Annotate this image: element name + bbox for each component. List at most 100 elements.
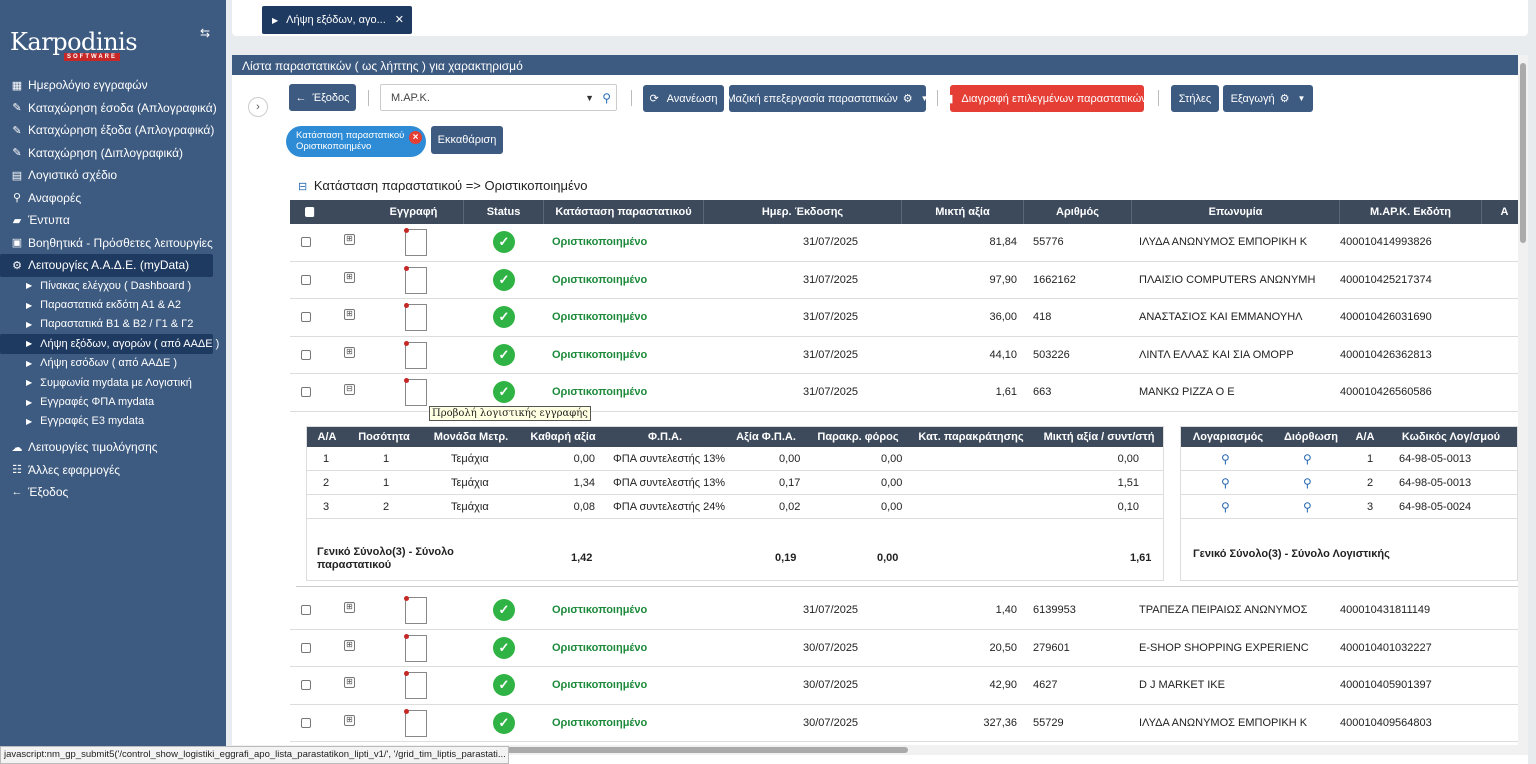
search-icon[interactable]: ⚲: [602, 91, 611, 105]
tab-bar: ▶ Λήψη εξόδων, αγο... ✕: [232, 0, 1528, 36]
lines-header-cell: Κατ. παρακράτησης: [918, 431, 1024, 443]
line-cell-vat_amt: 0,17: [779, 477, 801, 489]
delete-selected-button[interactable]: ▮ Διαγραφή επιλεγμένων παραστατικών: [947, 85, 1147, 112]
expand-row-icon[interactable]: ⊞: [344, 677, 355, 689]
group-title[interactable]: ⊟ Κατάσταση παραστατικού => Οριστικοποιη…: [298, 178, 588, 193]
status-ok-icon: ✓: [493, 599, 515, 621]
account-search-icon[interactable]: ⚲: [1221, 476, 1230, 490]
row-checkbox[interactable]: [301, 237, 311, 247]
expand-row-icon[interactable]: ⊞: [344, 602, 355, 613]
logo[interactable]: Karpodinis SOFTWARE: [10, 28, 138, 61]
sidebar-item-label: Άλλες εφαρμογές: [28, 462, 121, 477]
document-icon[interactable]: [404, 265, 427, 294]
account-search-icon[interactable]: ⚲: [1221, 500, 1230, 514]
arrow-left-icon: ←: [295, 91, 307, 104]
sidebar-subitem-6[interactable]: ▶ Εγγραφές ΦΠΑ mydata: [0, 392, 226, 411]
expand-row-icon[interactable]: ⊞: [344, 639, 355, 651]
collapse-icon[interactable]: ⇆: [200, 26, 211, 40]
sidebar-subitem-7[interactable]: ▶ Εγγραφές Ε3 mydata: [0, 412, 226, 431]
row-checkbox[interactable]: [301, 312, 311, 323]
document-icon[interactable]: [404, 596, 427, 624]
accounting-cell-code: 64-98-05-0013: [1399, 477, 1472, 489]
document-icon[interactable]: [404, 340, 427, 369]
row-checkbox[interactable]: [301, 717, 311, 728]
sidebar-subitem-2[interactable]: ▶ Παραστατικά Β1 & Β2 / Γ1 & Γ2: [0, 315, 226, 334]
export-button[interactable]: Εξαγωγή ⚙ ▼: [1223, 85, 1313, 112]
document-icon[interactable]: [404, 708, 427, 737]
correction-search-icon[interactable]: ⚲: [1303, 500, 1312, 514]
sidebar-subitem-1[interactable]: ▶ Παραστατικά εκδότη Α1 & Α2: [0, 295, 226, 314]
sidebar-item-2[interactable]: ✎ Καταχώρηση έξοδα (Απλογραφικά): [0, 119, 226, 142]
document-icon[interactable]: [404, 671, 427, 700]
dropdown-caret-icon[interactable]: ▼: [585, 93, 594, 103]
accounting-cell-aa: 3: [1367, 501, 1374, 513]
sidebar-item-1[interactable]: ✎ Καταχώρηση έσοδα (Απλογραφικά): [0, 97, 226, 120]
row-checkbox[interactable]: [301, 680, 311, 691]
document-icon[interactable]: [404, 303, 427, 332]
select-all-checkbox[interactable]: [305, 207, 315, 217]
row-checkbox[interactable]: [301, 605, 311, 615]
refresh-button[interactable]: ⟳ Ανανέωση: [643, 85, 724, 112]
bulk-edit-button[interactable]: Μαζική επεξεργασία παραστατικών ⚙ ▼: [726, 85, 929, 112]
apps-icon: ☷: [12, 464, 22, 477]
sidebar-item-4[interactable]: ▤ Λογιστικό σχέδιο: [0, 164, 226, 187]
cell-name: ΙΛΥΔΑ ΑΝΩΝΥΜΟΣ ΕΜΠΟΡΙΚΗ Κ: [1139, 236, 1308, 248]
remove-filter-icon[interactable]: ×: [409, 131, 422, 144]
line-cell-unit: Τεμάχια: [451, 501, 489, 513]
sidebar-item-label: Λογιστικό σχέδιο: [28, 168, 118, 183]
cell-name: ΙΛΥΔΑ ΑΝΩΝΥΜΟΣ ΕΜΠΟΡΙΚΗ Κ: [1139, 716, 1308, 729]
collapse-row-icon[interactable]: ⊟: [344, 384, 355, 396]
tab-expense-download[interactable]: ▶ Λήψη εξόδων, αγο... ✕: [262, 6, 412, 34]
table-row: ⊞ ✓ Οριστικοποιημένο 30/07/2025 20,50 279601 E…: [290, 629, 1528, 668]
sidebar-bottom-item-0[interactable]: ☁ Λειτουργίες τιμολόγησης: [0, 436, 226, 459]
grid-header-cell: Ημερ. Έκδοσης: [704, 200, 902, 224]
document-icon[interactable]: [404, 378, 427, 407]
row-checkbox[interactable]: [301, 274, 311, 285]
row-checkbox[interactable]: [301, 642, 311, 653]
tooltip: Προβολή λογιστικής εγγραφής: [429, 406, 591, 421]
cell-mark: 400010425217374: [1340, 273, 1432, 286]
search-field[interactable]: Μ.ΑΡ.Κ. ▼ ⚲: [380, 84, 617, 111]
grid-header-cell: Εγγραφή: [364, 200, 464, 224]
document-icon[interactable]: [404, 228, 427, 256]
sidebar-subitem-5[interactable]: ▶ Συμφωνία mydata με Λογιστική: [0, 373, 226, 392]
total-net: 1,42: [571, 552, 593, 564]
expand-row-icon[interactable]: ⊞: [344, 309, 355, 321]
vertical-scrollbar[interactable]: [1518, 55, 1528, 755]
close-icon[interactable]: ✕: [394, 14, 404, 26]
sidebar-item-8[interactable]: ⚙ Λειτουργίες Α.Α.Δ.Ε. (myData): [0, 254, 213, 277]
expand-row-icon[interactable]: ⊞: [344, 714, 355, 726]
filter-chip[interactable]: Κατάσταση παραστατικού Οριστικοποιημένο …: [286, 126, 426, 157]
expand-row-icon[interactable]: ⊞: [344, 271, 355, 283]
documents-grid: Εγγραφή Status Κατάσταση παραστατικού Ημερ.…: [290, 200, 1528, 412]
columns-button[interactable]: Στήλες: [1171, 85, 1219, 112]
cell-status: Οριστικοποιημένο: [552, 273, 648, 286]
expand-row-icon[interactable]: ⊞: [344, 234, 355, 245]
exit-button[interactable]: ← Έξοδος: [289, 84, 356, 111]
sidebar-subitem-4[interactable]: ▶ Λήψη εσόδων ( από ΑΑΔΕ ): [0, 354, 226, 373]
horizontal-scrollbar[interactable]: [232, 745, 1518, 755]
sidebar-subitem-0[interactable]: ▶ Πίνακας ελέγχου ( Dashboard ): [0, 276, 226, 295]
document-icon[interactable]: [404, 633, 427, 662]
sidebar-item-7[interactable]: ▣ Βοηθητικά - Πρόσθετες λειτουργίες: [0, 232, 226, 255]
sidebar-item-3[interactable]: ✎ Καταχώρηση (Διπλογραφικά): [0, 142, 226, 165]
expand-row-icon[interactable]: ⊞: [344, 346, 355, 358]
row-checkbox[interactable]: [301, 349, 311, 360]
table-row: ⊞ ✓ Οριστικοποιημένο 31/07/2025 1,40 6139953 Τ…: [290, 592, 1528, 630]
sidebar-subitem-3[interactable]: ▶ Λήψη εξόδων, αγορών ( από ΑΑΔΕ ): [0, 334, 219, 354]
row-checkbox[interactable]: [301, 387, 311, 398]
sidebar-item-5[interactable]: ⚲ Αναφορές: [0, 187, 226, 210]
sidebar-bottom-item-2[interactable]: ← Έξοδος: [0, 481, 226, 504]
sidebar-item-6[interactable]: ▰ Έντυπα: [0, 209, 226, 232]
collapse-group-icon[interactable]: ⊟: [298, 181, 308, 193]
sidebar-item-0[interactable]: ▦ Ημερολόγιο εγγραφών: [0, 74, 226, 97]
expand-chevron-icon[interactable]: ›: [248, 97, 268, 117]
clear-button[interactable]: Εκκαθάριση: [431, 126, 503, 154]
cell-status: Οριστικοποιημένο: [552, 348, 648, 361]
correction-search-icon[interactable]: ⚲: [1303, 476, 1312, 490]
correction-search-icon[interactable]: ⚲: [1303, 452, 1312, 466]
line-cell-aa: 3: [323, 501, 330, 513]
line-cell-vat: ΦΠΑ συντελεστής 13%: [613, 453, 726, 465]
account-search-icon[interactable]: ⚲: [1221, 452, 1230, 466]
sidebar-bottom-item-1[interactable]: ☷ Άλλες εφαρμογές: [0, 459, 226, 482]
